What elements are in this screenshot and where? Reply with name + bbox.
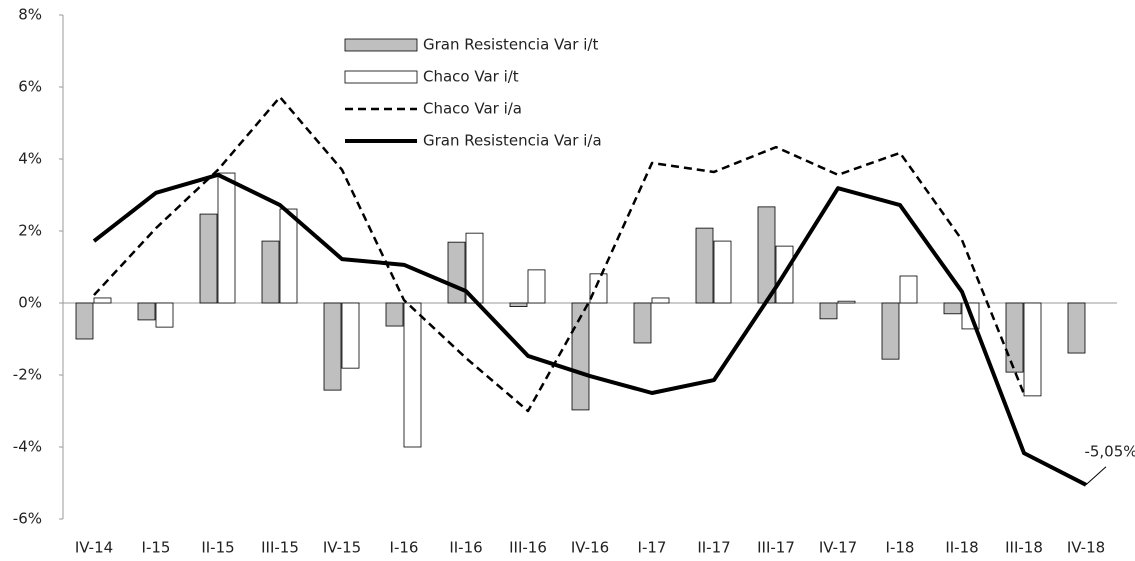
bar	[1067, 302, 1086, 354]
legend-label: Chaco Var i/t	[423, 68, 519, 86]
y-tick-label: -2%	[13, 366, 42, 384]
x-tick-label: IV-15	[323, 539, 361, 557]
bar	[75, 302, 94, 340]
bar	[589, 273, 608, 304]
x-tick-label: IV-16	[571, 539, 609, 557]
x-tick-label: IV-14	[75, 539, 113, 557]
bar	[757, 206, 776, 304]
bar	[633, 302, 652, 344]
bar	[899, 275, 918, 304]
bar	[217, 172, 236, 304]
y-tick-label: 4%	[18, 150, 42, 168]
bar	[881, 302, 900, 360]
label-leader	[1085, 466, 1107, 486]
y-tick-label: 8%	[18, 6, 42, 24]
bar	[571, 302, 590, 411]
bar	[651, 297, 670, 304]
bar	[341, 302, 360, 369]
data-label: -5,05%	[1084, 442, 1135, 460]
bar	[819, 302, 838, 320]
bar	[527, 269, 546, 304]
legend-label: Chaco Var i/a	[423, 100, 522, 118]
bar	[261, 240, 280, 304]
bar	[279, 208, 298, 304]
legend-label: Gran Resistencia Var i/t	[423, 36, 598, 54]
bar	[713, 240, 732, 304]
bar	[93, 297, 112, 304]
bar	[1005, 302, 1024, 373]
x-tick-label: II-18	[945, 539, 978, 557]
y-tick-label: -6%	[13, 510, 42, 528]
line-series	[92, 172, 1087, 487]
y-tick-label: 2%	[18, 222, 42, 240]
y-tick-label: 0%	[18, 294, 42, 312]
bar	[155, 302, 174, 328]
bar	[943, 302, 962, 315]
x-tick-label: III-15	[261, 539, 299, 557]
bar	[509, 302, 528, 307]
x-tick-label: III-18	[1005, 539, 1043, 557]
bar	[385, 302, 404, 327]
bar	[447, 241, 466, 304]
x-tick-label: I-18	[886, 539, 915, 557]
x-tick-label: II-17	[697, 539, 730, 557]
bar	[1023, 302, 1042, 397]
bar	[465, 232, 484, 304]
x-tick-label: IV-17	[819, 539, 857, 557]
bar	[695, 227, 714, 304]
bar	[323, 302, 342, 391]
x-tick-label: I-16	[390, 539, 419, 557]
legend-label: Gran Resistencia Var i/a	[423, 132, 602, 150]
legend-swatch	[344, 38, 418, 52]
x-tick-label: II-16	[449, 539, 482, 557]
x-tick-label: I-15	[142, 539, 171, 557]
x-tick-label: III-16	[509, 539, 547, 557]
bar	[137, 302, 156, 321]
x-tick-label: III-17	[757, 539, 795, 557]
line-series	[93, 95, 1026, 413]
x-tick-label: II-15	[201, 539, 234, 557]
bar	[199, 213, 218, 304]
bar	[403, 302, 422, 448]
x-tick-label: IV-18	[1067, 539, 1105, 557]
bar	[837, 300, 856, 304]
x-tick-label: I-17	[638, 539, 667, 557]
y-tick-label: -4%	[13, 438, 42, 456]
y-tick-label: 6%	[18, 78, 42, 96]
legend-swatch	[344, 70, 418, 84]
